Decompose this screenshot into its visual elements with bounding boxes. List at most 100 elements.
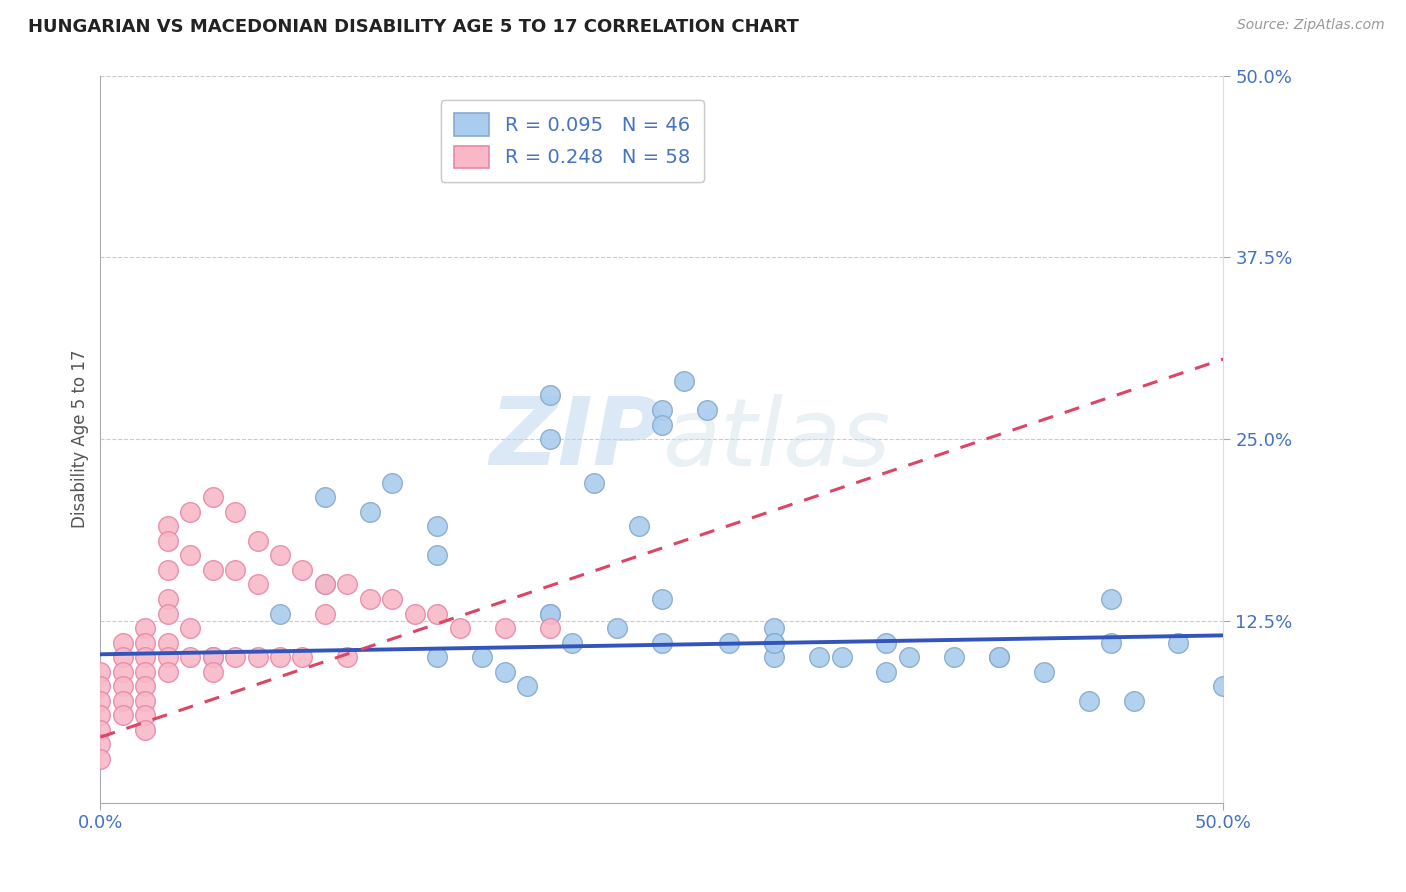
Point: [1212, 679, 1234, 693]
Point: [269, 549, 291, 563]
Point: [134, 665, 156, 679]
Text: atlas: atlas: [662, 393, 890, 484]
Point: [291, 563, 314, 577]
Point: [89, 679, 111, 693]
Point: [314, 490, 336, 504]
Point: [651, 403, 673, 417]
Point: [673, 374, 696, 388]
Point: [359, 505, 381, 519]
Point: [763, 635, 786, 649]
Point: [269, 650, 291, 665]
Point: [426, 650, 449, 665]
Point: [111, 635, 134, 649]
Point: [314, 607, 336, 621]
Point: [494, 665, 516, 679]
Point: [808, 650, 831, 665]
Text: HUNGARIAN VS MACEDONIAN DISABILITY AGE 5 TO 17 CORRELATION CHART: HUNGARIAN VS MACEDONIAN DISABILITY AGE 5…: [28, 18, 799, 36]
Point: [1167, 635, 1189, 649]
Point: [201, 490, 224, 504]
Point: [134, 694, 156, 708]
Point: [156, 665, 179, 679]
Point: [538, 607, 561, 621]
Point: [134, 621, 156, 635]
Point: [942, 650, 965, 665]
Point: [179, 621, 201, 635]
Point: [336, 577, 359, 591]
Point: [156, 519, 179, 533]
Point: [831, 650, 853, 665]
Text: Source: ZipAtlas.com: Source: ZipAtlas.com: [1237, 18, 1385, 32]
Point: [134, 723, 156, 737]
Point: [763, 621, 786, 635]
Point: [987, 650, 1010, 665]
Point: [336, 650, 359, 665]
Point: [156, 563, 179, 577]
Point: [404, 607, 426, 621]
Point: [179, 650, 201, 665]
Point: [246, 650, 269, 665]
Point: [876, 635, 898, 649]
Point: [156, 533, 179, 548]
Point: [111, 650, 134, 665]
Point: [628, 519, 651, 533]
Point: [201, 650, 224, 665]
Point: [426, 549, 449, 563]
Point: [111, 679, 134, 693]
Point: [897, 650, 920, 665]
Point: [763, 635, 786, 649]
Point: [1099, 592, 1122, 607]
Point: [516, 679, 538, 693]
Point: [89, 665, 111, 679]
Point: [763, 650, 786, 665]
Point: [111, 708, 134, 723]
Point: [1122, 694, 1144, 708]
Point: [314, 577, 336, 591]
Point: [201, 650, 224, 665]
Point: [134, 635, 156, 649]
Point: [583, 475, 606, 490]
Point: [651, 417, 673, 432]
Point: [179, 505, 201, 519]
Point: [89, 694, 111, 708]
Point: [426, 519, 449, 533]
Point: [381, 592, 404, 607]
Point: [538, 432, 561, 446]
Point: [156, 607, 179, 621]
Point: [651, 592, 673, 607]
Point: [606, 621, 628, 635]
Point: [314, 577, 336, 591]
Point: [134, 679, 156, 693]
Point: [224, 650, 246, 665]
Point: [449, 621, 471, 635]
Point: [876, 665, 898, 679]
Y-axis label: Disability Age 5 to 17: Disability Age 5 to 17: [72, 350, 89, 528]
Point: [89, 708, 111, 723]
Point: [111, 694, 134, 708]
Point: [696, 403, 718, 417]
Point: [246, 577, 269, 591]
Point: [156, 650, 179, 665]
Point: [201, 665, 224, 679]
Point: [1077, 694, 1099, 708]
Point: [111, 665, 134, 679]
Point: [561, 635, 583, 649]
Point: [471, 650, 494, 665]
Point: [156, 592, 179, 607]
Text: ZIP: ZIP: [489, 393, 662, 485]
Point: [156, 635, 179, 649]
Point: [224, 563, 246, 577]
Point: [718, 635, 741, 649]
Point: [1099, 635, 1122, 649]
Point: [538, 388, 561, 402]
Point: [269, 607, 291, 621]
Point: [201, 563, 224, 577]
Point: [426, 607, 449, 621]
Point: [494, 621, 516, 635]
Point: [1032, 665, 1054, 679]
Point: [134, 708, 156, 723]
Point: [89, 752, 111, 766]
Point: [89, 723, 111, 737]
Legend: R = 0.095   N = 46, R = 0.248   N = 58: R = 0.095 N = 46, R = 0.248 N = 58: [440, 100, 703, 182]
Point: [651, 635, 673, 649]
Point: [538, 621, 561, 635]
